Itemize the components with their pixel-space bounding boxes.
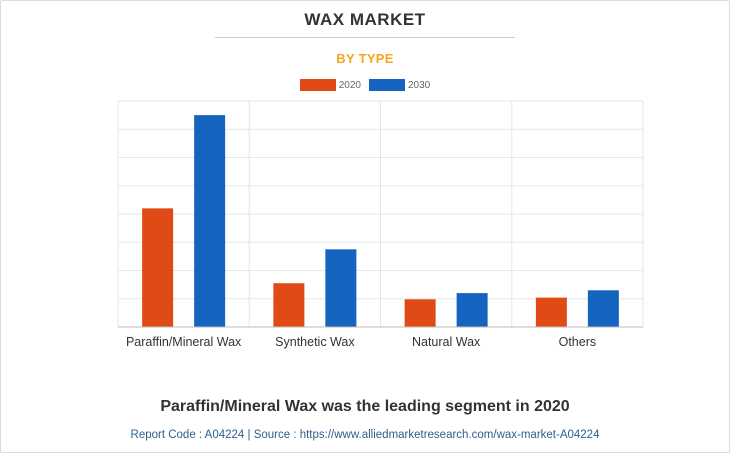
bar-2020-others: [535, 297, 567, 327]
x-tick-label: Natural Wax: [412, 335, 481, 349]
title-divider: [215, 37, 515, 38]
legend-item-2020[interactable]: 2020: [299, 79, 361, 91]
legend-swatch-2020: [299, 79, 336, 91]
bar-2030-natural-wax: [456, 293, 488, 327]
bar-2020-synthetic-wax: [273, 283, 305, 327]
chart-caption: Paraffin/Mineral Wax was the leading seg…: [160, 398, 570, 415]
bar-2020-paraffin-mineral-wax: [142, 208, 174, 327]
chart-subtitle: BY TYPE: [336, 51, 394, 66]
x-tick-label: Synthetic Wax: [275, 335, 355, 349]
x-tick-label: Others: [559, 335, 597, 349]
bar-2030-paraffin-mineral-wax: [194, 115, 226, 327]
source-line: Report Code : A04224 | Source : https://…: [130, 429, 600, 441]
bar-2020-natural-wax: [404, 299, 436, 327]
legend: 2020 2030: [0, 79, 730, 91]
legend-item-2030[interactable]: 2030: [369, 79, 430, 91]
bar-2030-others: [587, 290, 619, 327]
legend-swatch-2030: [369, 79, 405, 91]
chart-title: WAX MARKET: [304, 10, 426, 29]
legend-label-2030: 2030: [408, 79, 431, 91]
legend-label-2020: 2020: [338, 79, 361, 91]
bar-2030-synthetic-wax: [325, 249, 357, 327]
x-tick-label: Paraffin/Mineral Wax: [126, 335, 242, 349]
